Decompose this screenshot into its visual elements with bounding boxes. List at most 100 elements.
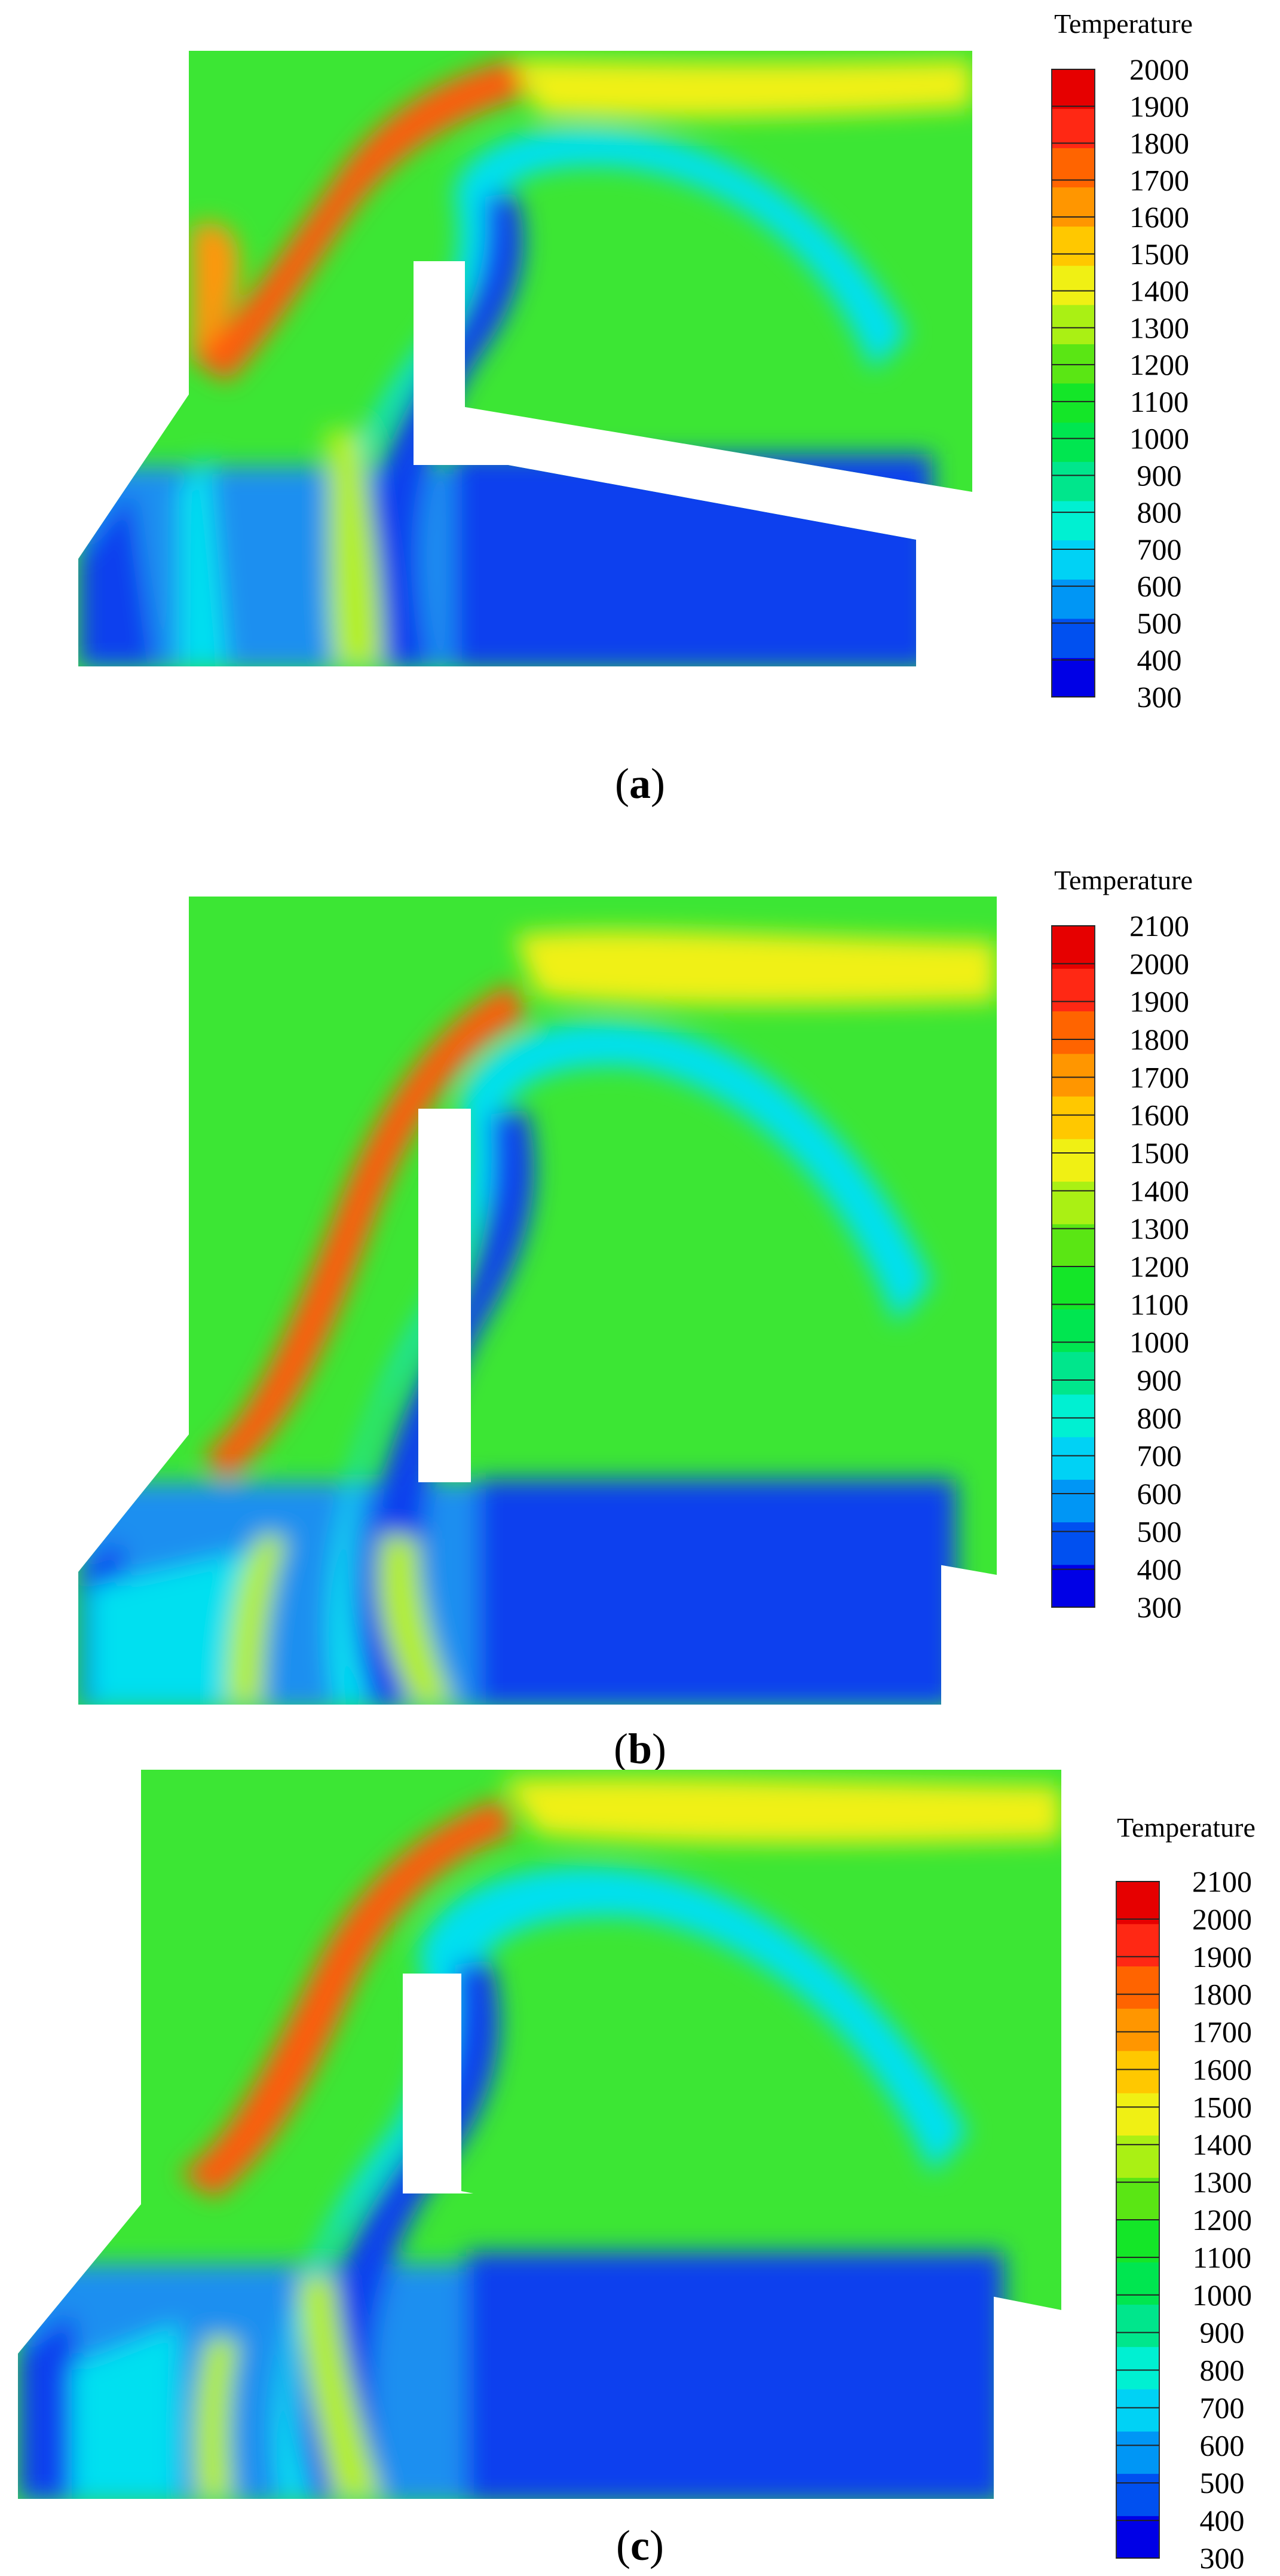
colorbar-tick-label: 1900	[1192, 1940, 1252, 1974]
colorbar-tick-label: 1100	[1130, 385, 1189, 418]
colorbar-tick-label: 1500	[1192, 2090, 1252, 2124]
contour-plot-c	[18, 1770, 1061, 2499]
colorbar-swatch	[1052, 1096, 1095, 1139]
colorbar-swatch	[1052, 579, 1095, 619]
colorbar-swatch	[1116, 2177, 1159, 2220]
colorbar-ticks-b: 2100 2000 1900 1800 1700 1600 1500 1400 1300 1200…	[1052, 909, 1189, 1624]
colorbar-tick-label: 1800	[1129, 127, 1189, 160]
colorbar-tick-label: 900	[1137, 458, 1182, 492]
colorbar-tick-label: 600	[1200, 2428, 1245, 2462]
colorbar-tick-label: 400	[1137, 1553, 1182, 1586]
colorbar-tick-label: 1200	[1129, 1250, 1189, 1283]
caption-c: (c)	[616, 2522, 664, 2569]
colorbar-swatch	[1116, 2304, 1159, 2347]
colorbar-swatch	[1052, 1266, 1095, 1310]
colorbar-swatch	[1052, 618, 1095, 658]
colorbar-tick-label: 1700	[1129, 163, 1189, 197]
colorbar-swatch	[1052, 540, 1095, 580]
colorbar-tick-label: 1500	[1129, 1136, 1189, 1170]
colorbar-swatch	[1052, 304, 1095, 344]
colorbar-tick-label: 1200	[1129, 348, 1189, 381]
colorbar-swatch	[1116, 2516, 1159, 2559]
colorbar-tick-label: 500	[1137, 606, 1182, 640]
colorbar-tick-label: 1100	[1130, 1287, 1189, 1321]
colorbar-swatch	[1052, 1437, 1095, 1480]
colorbar-swatch	[1052, 226, 1095, 266]
colorbar-tick-label: 1900	[1129, 985, 1189, 1018]
colorbar-tick-label: 700	[1200, 2391, 1245, 2424]
colorbar-tick-label: 2000	[1192, 1902, 1252, 1936]
colorbar-tick-label: 1100	[1193, 2241, 1251, 2274]
contour-plot-a	[78, 51, 972, 666]
colorbar-tick-label: 400	[1200, 2504, 1245, 2537]
colorbar-tick-label: 1700	[1192, 2015, 1252, 2049]
colorbar-swatch	[1116, 1923, 1159, 1967]
colorbar-swatch	[1116, 1881, 1159, 1925]
colorbar-tick-label: 800	[1200, 2354, 1245, 2387]
colorbar-swatch	[1052, 1351, 1095, 1395]
colorbar-swatch	[1052, 383, 1095, 423]
colorbar-swatch	[1052, 422, 1095, 462]
colorbar-tick-label: 800	[1137, 495, 1182, 529]
colorbar-tick-label: 2100	[1192, 1865, 1252, 1898]
colorbar-tick-label: 1700	[1129, 1060, 1189, 1094]
colorbar-swatch	[1116, 2135, 1159, 2178]
colorbar-swatch	[1116, 2220, 1159, 2263]
colorbar-swatch	[1116, 2008, 1159, 2051]
colorbar-tick-label: 1900	[1129, 90, 1189, 123]
colorbar-swatch	[1052, 1394, 1095, 1437]
colorbar-swatch	[1052, 968, 1095, 1012]
colorbar-title-c: Temperature	[1117, 1812, 1255, 1843]
colorbar-b: Temperature 2100 2000 1900 1800 1700 1600 1500…	[1051, 865, 1193, 1624]
colorbar-tick-label: 600	[1137, 1477, 1182, 1510]
colorbar-tick-label: 2000	[1129, 53, 1189, 86]
colorbar-title-a: Temperature	[1054, 8, 1193, 39]
colorbar-swatch	[1052, 344, 1095, 384]
colorbar-tick-label: 1300	[1129, 311, 1189, 344]
panel-b: Temperature 2100 2000 1900 1800 1700 1600 1500…	[78, 865, 1193, 1773]
colorbar-tick-label: 1600	[1129, 200, 1189, 234]
colorbar-swatch	[1052, 1181, 1095, 1225]
colorbar-tick-label: 1300	[1129, 1212, 1189, 1246]
colorbar-swatches-b	[1052, 926, 1095, 1608]
colorbar-swatch	[1116, 2346, 1159, 2390]
caption-b: (b)	[614, 1725, 666, 1773]
colorbar-tick-label: 1000	[1192, 2278, 1252, 2312]
colorbar-tick-label: 1600	[1192, 2052, 1252, 2086]
colorbar-swatch	[1052, 1522, 1095, 1565]
colorbar-swatch	[1052, 657, 1095, 697]
colorbar-tick-label: 1400	[1192, 2128, 1252, 2161]
colorbar-tick-label: 1400	[1129, 1174, 1189, 1207]
colorbar-tick-label: 2000	[1129, 947, 1189, 980]
colorbar-tick-label: 500	[1200, 2466, 1245, 2499]
colorbar-tick-label: 1800	[1192, 1978, 1252, 2011]
colorbar-a: Temperature 2000 1900 18001700160015001400…	[1051, 8, 1193, 714]
colorbar-tick-label: 1800	[1129, 1023, 1189, 1056]
caption-a: (a)	[615, 760, 665, 807]
colorbar-tick-label: 900	[1137, 1363, 1182, 1397]
colorbar-swatch	[1052, 1053, 1095, 1097]
colorbar-swatch	[1116, 2431, 1159, 2474]
colorbar-swatch	[1116, 2051, 1159, 2094]
colorbar-swatches-a	[1052, 69, 1095, 697]
colorbar-swatch	[1052, 1309, 1095, 1353]
colorbar-swatch	[1052, 500, 1095, 541]
colorbar-swatches-c	[1116, 1881, 1159, 2559]
colorbar-swatch	[1116, 2389, 1159, 2432]
colorbar-tick-label: 300	[1137, 1590, 1182, 1624]
colorbar-tick-label: 800	[1137, 1401, 1182, 1434]
colorbar-swatch	[1052, 1011, 1095, 1054]
colorbar-swatch	[1052, 1139, 1095, 1182]
colorbar-swatch	[1052, 1223, 1095, 1267]
colorbar-tick-label: 300	[1137, 680, 1182, 714]
colorbar-tick-label: 1500	[1129, 237, 1189, 271]
colorbar-swatch	[1052, 926, 1095, 969]
colorbar-tick-label: 1300	[1192, 2165, 1252, 2199]
colorbar-swatch	[1116, 2473, 1159, 2516]
colorbar-swatch	[1052, 69, 1095, 109]
